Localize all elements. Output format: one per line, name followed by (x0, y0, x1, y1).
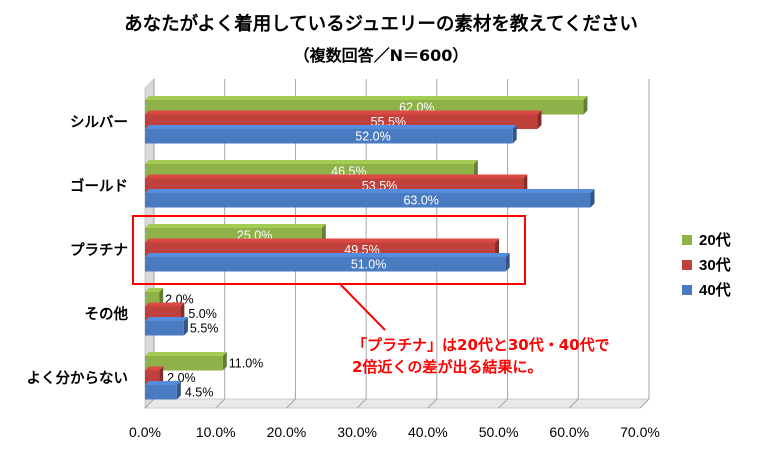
bar-side (473, 160, 478, 179)
bar-side (321, 224, 326, 243)
bar-top (145, 189, 595, 193)
bar-side (583, 96, 588, 115)
bar-top (145, 238, 500, 243)
bar (145, 317, 188, 336)
bar-side (537, 110, 542, 129)
bar-top (145, 125, 517, 129)
x-tick-label: 0.0% (129, 424, 161, 440)
legend-swatch (682, 260, 692, 270)
grid-floor-line (568, 398, 579, 409)
bar-front (145, 193, 591, 208)
bar-top (145, 253, 510, 257)
bar (145, 253, 510, 272)
bar-side (176, 381, 181, 400)
data-label: 11.0% (229, 357, 264, 371)
grid-floor-line (286, 398, 296, 409)
bar-top (145, 110, 542, 115)
bar-side (159, 366, 164, 385)
category-label: プラチナ (70, 242, 128, 259)
data-label: 52.0% (355, 130, 390, 144)
bar-top (145, 302, 185, 307)
bar-top (145, 174, 528, 179)
bar-top (145, 317, 188, 321)
bar-front (145, 257, 506, 272)
bar-top (145, 96, 588, 100)
x-tick-label: 50.0% (479, 424, 519, 440)
bar-side (180, 302, 185, 321)
x-tick-label: 30.0% (337, 424, 377, 440)
bar (145, 352, 227, 371)
bar-top (145, 288, 164, 292)
grid-floor-line (427, 398, 438, 409)
legend: 20代 30代 40代 (682, 231, 731, 299)
bar-top (145, 160, 478, 164)
bar-top (145, 381, 181, 385)
legend-label: 30代 (699, 256, 731, 274)
x-tick-label: 70.0% (620, 424, 660, 440)
annotation-pointer (339, 283, 386, 331)
chart-title: あなたがよく着用しているジュエリーの素材を教えてください (124, 13, 638, 35)
bar-front (145, 129, 513, 144)
legend-label: 20代 (699, 231, 731, 249)
grid-floor-line (356, 398, 367, 409)
grid-floor-line (215, 398, 226, 409)
bar-front (145, 356, 223, 371)
bar-side (523, 174, 528, 193)
bar-side (590, 189, 595, 208)
grid-floor-line (639, 398, 650, 409)
data-label: 51.0% (351, 258, 386, 272)
data-label: 4.5% (185, 386, 214, 400)
data-label: 5.5% (190, 322, 219, 336)
bar-side (159, 288, 164, 307)
x-tick-label: 10.0% (196, 424, 236, 440)
x-tick-label: 60.0% (549, 424, 589, 440)
category-label: ゴールド (70, 177, 128, 195)
category-label: その他 (85, 305, 129, 323)
grid-floor-line (498, 398, 508, 409)
bar-side (222, 352, 227, 371)
legend-swatch (682, 285, 692, 295)
highlight-box (132, 215, 526, 285)
bar (145, 189, 595, 208)
bars: 62.0%55.5%52.0%46.5%53.5%63.0%25.0%49.5%… (145, 96, 595, 400)
bar-top (145, 224, 326, 228)
annotation-line-2: 2倍近くの差が出る結果に。 (352, 358, 542, 376)
x-axis-ticks: 0.0% 10.0% 20.0% 30.0% 40.0% 50.0% 60.0% 70.0% (129, 424, 660, 440)
legend-label: 40代 (699, 281, 731, 299)
bar (145, 125, 517, 144)
x-tick-label: 20.0% (267, 424, 307, 440)
chart-subtitle: （複数回答／N＝600） (294, 46, 469, 65)
bar (145, 381, 181, 400)
grid-floor-line (144, 398, 155, 409)
bar-top (145, 366, 164, 371)
annotation-line-1: 「プラチナ」は20代と30代・40代で (352, 336, 610, 354)
bar-front (145, 321, 184, 336)
data-label: 63.0% (403, 194, 438, 208)
bar-side (512, 125, 517, 144)
bar-side (505, 253, 510, 272)
category-label: シルバー (70, 114, 128, 131)
bar-side (183, 317, 188, 336)
data-label: 5.0% (188, 307, 217, 321)
bar-front (145, 385, 177, 400)
x-tick-label: 40.0% (408, 424, 448, 440)
category-label: よく分からない (27, 370, 129, 387)
legend-swatch (682, 235, 692, 245)
bar-top (145, 352, 227, 356)
bar-side (495, 238, 500, 257)
